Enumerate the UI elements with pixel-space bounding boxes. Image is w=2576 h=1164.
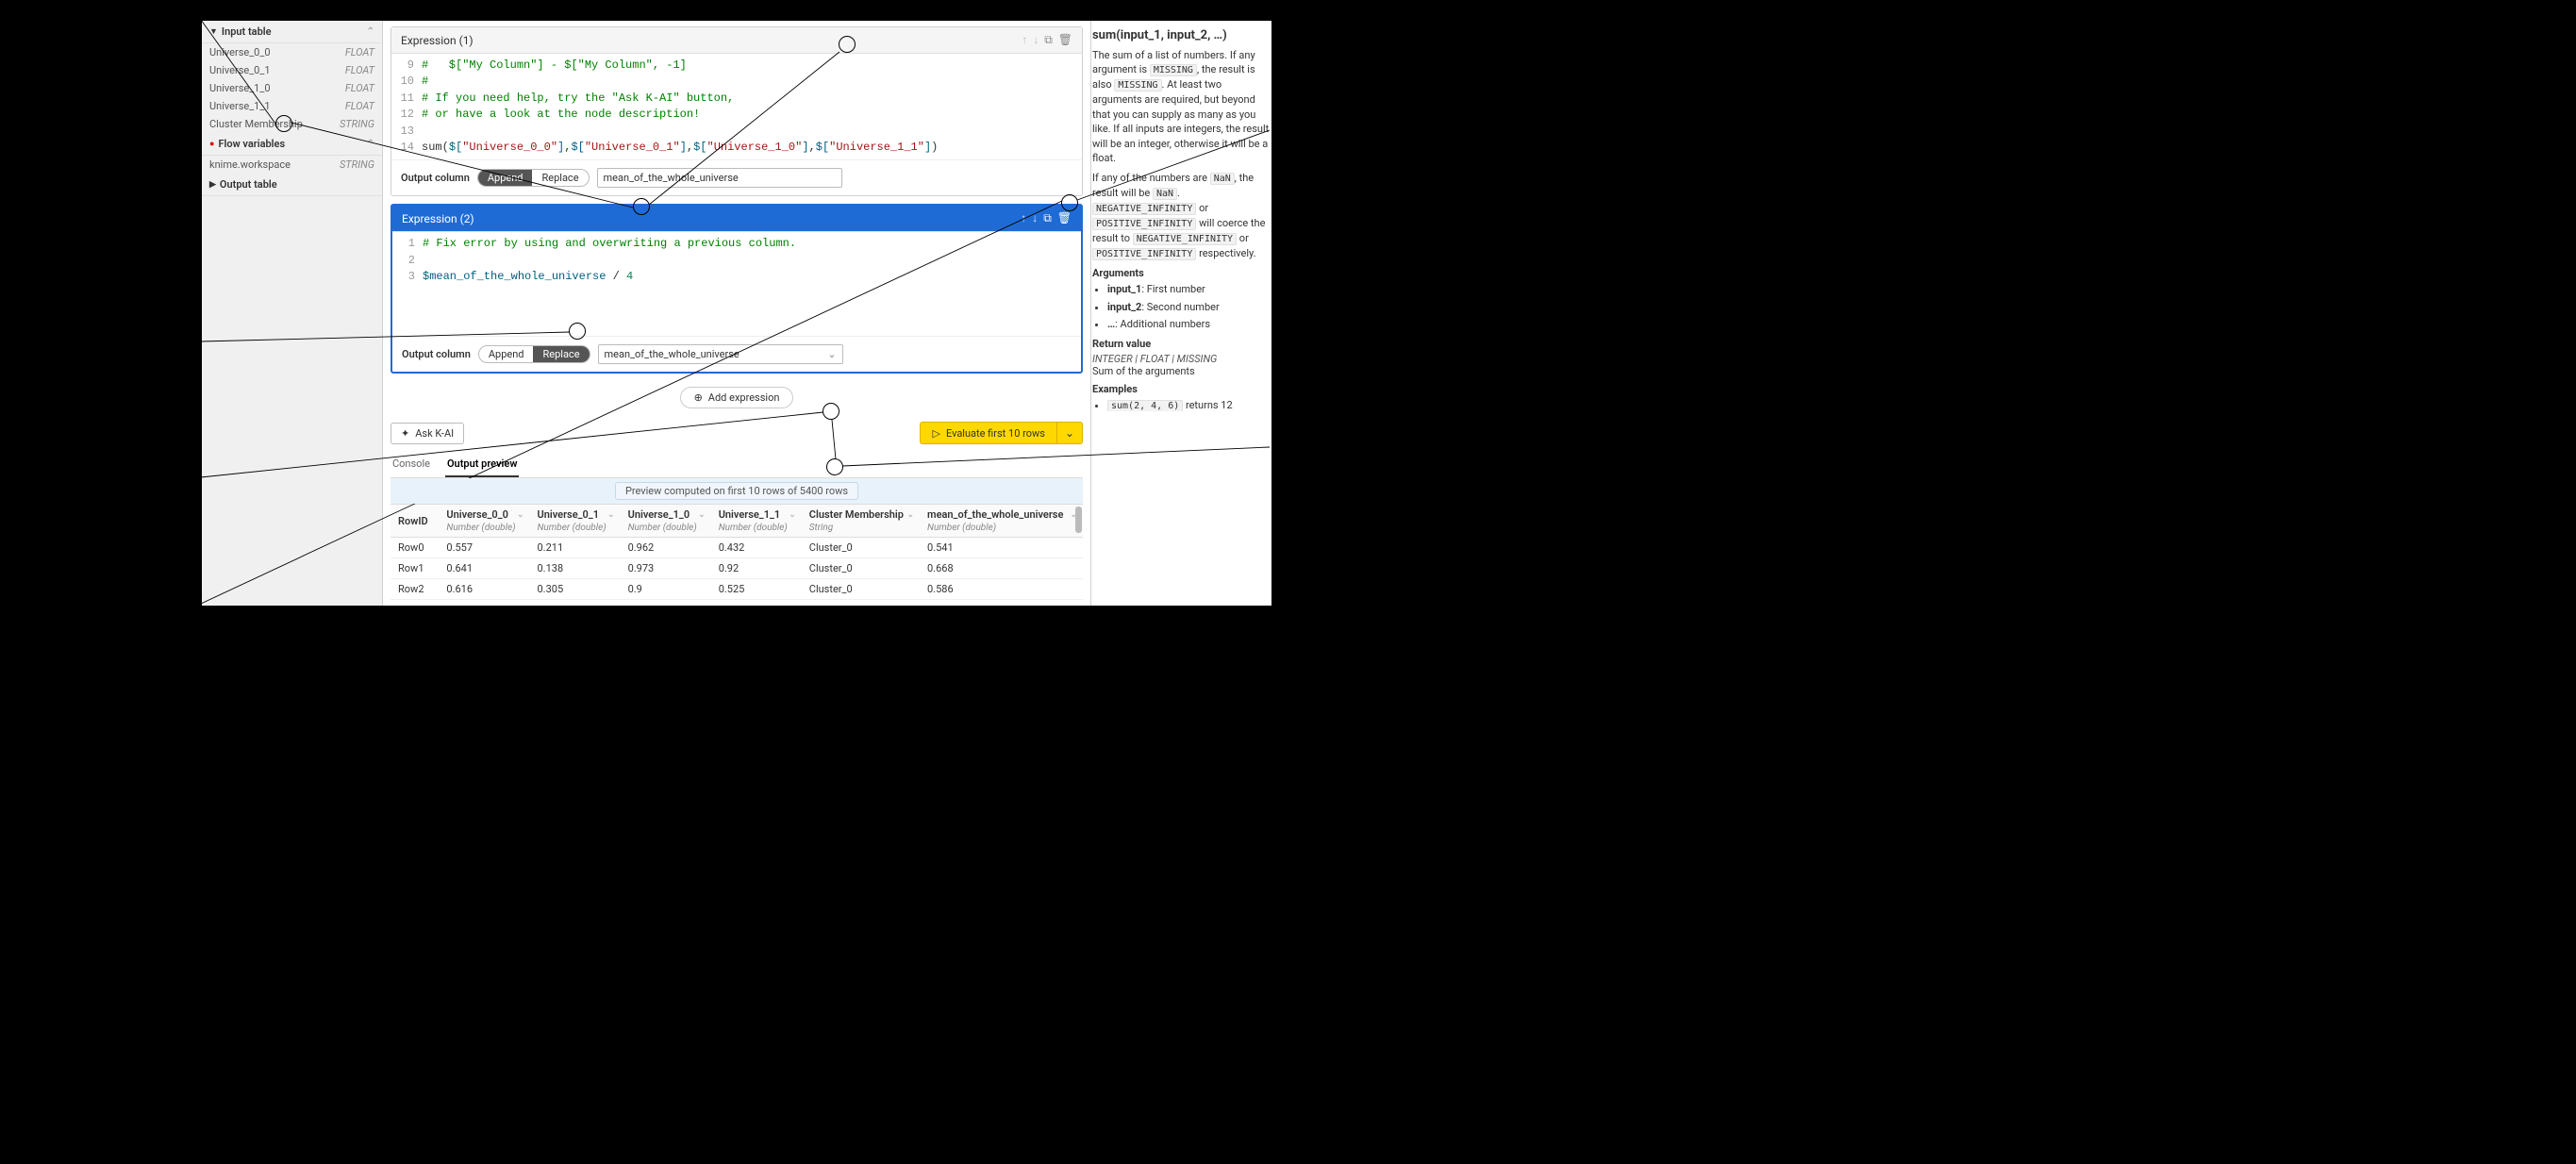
doc-arg-item: input_2: Second number	[1107, 300, 1270, 314]
doc-return-type: INTEGER | FLOAT | MISSING	[1092, 353, 1270, 365]
expression-1-code[interactable]: 9# $["My Column"] - $["My Column", -1]10…	[391, 54, 1082, 159]
table-column-header[interactable]: Universe_0_1Number (double)⌄	[530, 505, 621, 538]
delete-icon[interactable]: 🗑	[1057, 211, 1072, 225]
table-row[interactable]: Row30.6270.3490.0510.48Cluster_00.377	[391, 600, 1083, 606]
add-expression-button[interactable]: ⊕ Add expression	[680, 387, 794, 408]
expression-block-2: Expression (2) ↑ ↓ ⧉ 🗑 1# Fix error by u…	[391, 204, 1083, 374]
expression-2-title: Expression (2)	[402, 212, 1021, 225]
input-table-label: Input table	[222, 25, 272, 38]
input-column-row[interactable]: Universe_0_1FLOAT	[202, 61, 382, 79]
table-column-header[interactable]: Cluster MembershipString⌄	[802, 505, 920, 538]
flow-var-row[interactable]: knime.workspaceSTRING	[202, 156, 382, 174]
copy-icon[interactable]: ⧉	[1044, 33, 1053, 47]
output-column-label: Output column	[401, 172, 470, 184]
table-row[interactable]: Row20.6160.3050.90.525Cluster_00.586	[391, 579, 1083, 600]
preview-banner-text: Preview computed on first 10 rows of 540…	[615, 482, 858, 500]
evaluate-label: Evaluate first 10 rows	[946, 427, 1045, 440]
delete-icon[interactable]: 🗑	[1058, 33, 1072, 47]
doc-arg-item: input_1: First number	[1107, 282, 1270, 296]
table-column-header[interactable]: Universe_0_0Number (double)⌄	[439, 505, 529, 538]
doc-examples-header: Examples	[1092, 383, 1270, 395]
chevron-down-icon: ⌄	[1065, 426, 1074, 440]
doc-panel: sum(input_1, input_2, …) The sum of a li…	[1092, 25, 1270, 411]
move-up-icon[interactable]: ↑	[1021, 211, 1026, 225]
chevron-down-icon: ▼	[209, 26, 218, 37]
table-column-header[interactable]: Universe_1_0Number (double)⌄	[621, 505, 711, 538]
evaluate-button[interactable]: ▷ Evaluate first 10 rows	[920, 422, 1056, 444]
doc-desc-1: The sum of a list of numbers. If any arg…	[1092, 48, 1270, 165]
expression-2-code[interactable]: 1# Fix error by using and overwriting a …	[392, 232, 1081, 336]
table-column-header[interactable]: Universe_1_1Number (double)⌄	[711, 505, 802, 538]
doc-examples-list: sum(2, 4, 6) returns 12sum(1, 2, 3, 4, 5…	[1092, 398, 1270, 411]
output-column-input[interactable]: mean_of_the_whole_universe	[597, 168, 842, 188]
left-panel: ▼ Input table ⌃ Universe_0_0FLOATUnivers…	[202, 21, 383, 606]
doc-return-header: Return value	[1092, 338, 1270, 350]
expression-1-title: Expression (1)	[401, 34, 1022, 47]
preview-banner: Preview computed on first 10 rows of 540…	[391, 478, 1083, 504]
preview-table[interactable]: RowIDUniverse_0_0Number (double)⌄Univers…	[391, 504, 1083, 606]
tab-console[interactable]: Console	[391, 452, 432, 477]
flow-vars-header[interactable]: ● Flow variables ⌃	[202, 133, 382, 156]
center-panel: Expression (1) ↑ ↓ ⧉ 🗑 9# $["My Column"]…	[383, 21, 1090, 606]
copy-icon[interactable]: ⧉	[1043, 211, 1052, 225]
doc-arguments-header: Arguments	[1092, 267, 1270, 279]
doc-arg-item: …: Additional numbers	[1107, 317, 1270, 331]
expression-1-header[interactable]: Expression (1) ↑ ↓ ⧉ 🗑	[391, 27, 1082, 54]
expression-2-header[interactable]: Expression (2) ↑ ↓ ⧉ 🗑	[392, 206, 1081, 232]
output-table-label: Output table	[220, 178, 277, 191]
chevron-right-icon: ▶	[209, 180, 216, 190]
table-column-header[interactable]: RowID	[391, 505, 439, 538]
append-replace-toggle[interactable]: Append Replace	[477, 169, 590, 187]
add-expression-row: ⊕ Add expression	[391, 381, 1083, 418]
output-column-label: Output column	[402, 348, 471, 360]
move-down-icon[interactable]: ↓	[1032, 211, 1038, 225]
tab-output-preview[interactable]: Output preview	[445, 452, 519, 477]
move-up-icon[interactable]: ↑	[1022, 33, 1027, 47]
expression-block-1: Expression (1) ↑ ↓ ⧉ 🗑 9# $["My Column"]…	[391, 26, 1083, 196]
plus-icon: ⊕	[694, 391, 703, 404]
input-column-row[interactable]: Universe_1_1FLOAT	[202, 97, 382, 115]
preview-tabs: Console Output preview	[391, 452, 1083, 478]
ask-kai-label: Ask K-AI	[415, 427, 454, 440]
sparkle-icon: ✦	[401, 427, 409, 440]
input-column-row[interactable]: Universe_1_0FLOAT	[202, 79, 382, 97]
collapse-icon[interactable]: ⌃	[367, 26, 374, 37]
scrollbar-thumb[interactable]	[1075, 507, 1082, 533]
output-table-header[interactable]: ▶ Output table	[202, 174, 382, 196]
append-option[interactable]: Append	[479, 346, 534, 362]
input-column-row[interactable]: Universe_0_0FLOAT	[202, 43, 382, 61]
play-icon: ▷	[932, 427, 939, 440]
replace-option[interactable]: Replace	[532, 170, 588, 186]
ask-kai-button[interactable]: ✦ Ask K-AI	[391, 423, 464, 444]
replace-option[interactable]: Replace	[533, 346, 589, 362]
output-column-value: mean_of_the_whole_universe	[605, 348, 740, 360]
doc-desc-2: If any of the numbers are NaN, the resul…	[1092, 171, 1270, 261]
add-expression-label: Add expression	[708, 391, 780, 404]
action-bar: ✦ Ask K-AI ▷ Evaluate first 10 rows ⌄	[391, 418, 1083, 452]
input-table-header[interactable]: ▼ Input table ⌃	[202, 21, 382, 43]
chevron-down-icon: ⌄	[827, 348, 836, 360]
output-column-value: mean_of_the_whole_universe	[604, 172, 739, 184]
input-column-row[interactable]: Cluster MembershipSTRING	[202, 115, 382, 133]
flow-vars-label: Flow variables	[218, 138, 285, 150]
doc-example-item: sum(2, 4, 6) returns 12	[1107, 398, 1270, 411]
dot-icon: ●	[209, 139, 214, 149]
table-row[interactable]: Row00.5570.2110.9620.432Cluster_00.541	[391, 538, 1083, 558]
move-down-icon[interactable]: ↓	[1033, 33, 1039, 47]
table-row[interactable]: Row10.6410.1380.9730.92Cluster_00.668	[391, 558, 1083, 579]
evaluate-dropdown[interactable]: ⌄	[1057, 422, 1083, 444]
doc-arguments-list: input_1: First number input_2: Second num…	[1092, 282, 1270, 331]
doc-signature: sum(input_1, input_2, …)	[1092, 25, 1270, 48]
table-column-header[interactable]: mean_of_the_whole_universeNumber (double…	[920, 505, 1083, 538]
expression-2-output-row: Output column Append Replace mean_of_the…	[392, 336, 1081, 372]
evaluate-button-group: ▷ Evaluate first 10 rows ⌄	[920, 422, 1083, 444]
collapse-icon[interactable]: ⌃	[367, 139, 374, 149]
doc-return-desc: Sum of the arguments	[1092, 365, 1270, 377]
append-option[interactable]: Append	[478, 170, 533, 186]
expression-1-output-row: Output column Append Replace mean_of_the…	[391, 159, 1082, 195]
output-column-select[interactable]: mean_of_the_whole_universe ⌄	[598, 344, 843, 364]
append-replace-toggle-2[interactable]: Append Replace	[478, 345, 590, 363]
